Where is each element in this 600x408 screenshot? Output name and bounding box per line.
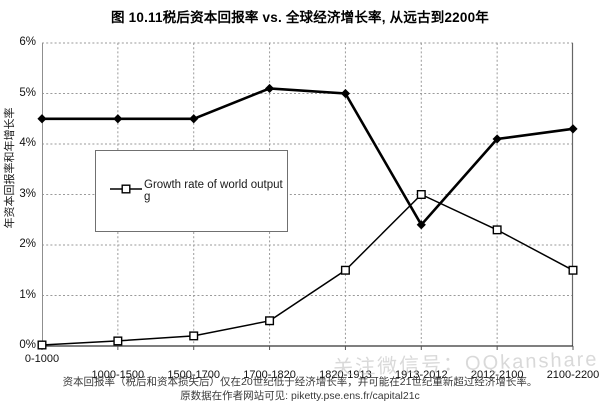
x-tick-label: 1000-1500 bbox=[91, 369, 145, 381]
x-tick-label: 0-1000 bbox=[24, 353, 60, 365]
x-tick-label: 1820-1913 bbox=[319, 369, 372, 381]
y-tick-label: 4% bbox=[19, 137, 36, 149]
x-tick-label: 1700-1820 bbox=[243, 369, 296, 381]
footnote-line1: 资本回报率（税后和资本损失后）仅在20世纪低于经济增长率，并可能在21世纪重新超… bbox=[62, 376, 538, 388]
x-tick-label: 1500-1700 bbox=[167, 369, 220, 381]
legend-box: Growth rate of world output g bbox=[95, 150, 288, 232]
y-tick-label: 2% bbox=[19, 238, 36, 250]
x-tick-label: 2100-2200 bbox=[546, 369, 600, 381]
plot-area: Growth rate of world output g bbox=[37, 42, 578, 350]
y-tick-label: 1% bbox=[19, 288, 36, 301]
legend-label: Growth rate of world output g bbox=[144, 179, 283, 203]
x-tick-label: 2012-2100 bbox=[470, 369, 524, 381]
y-tick-label: 6% bbox=[19, 36, 36, 48]
y-tick-label: 0% bbox=[19, 339, 36, 351]
y-tick-label: 3% bbox=[19, 187, 36, 200]
y-tick-label: 5% bbox=[19, 86, 36, 99]
y-axis-title: 年资本回报率和年增长率 bbox=[4, 107, 16, 229]
chart-title: 图 10.11税后资本回报率 vs. 全球经济增长率, 从远古到2200年 bbox=[111, 10, 489, 25]
footnote-line2: 原数据在作者网站可见: piketty.pse.ens.fr/capital21… bbox=[180, 390, 420, 402]
legend-marker-square-icon bbox=[109, 182, 143, 200]
x-tick-label: 1913-2012 bbox=[394, 369, 448, 381]
